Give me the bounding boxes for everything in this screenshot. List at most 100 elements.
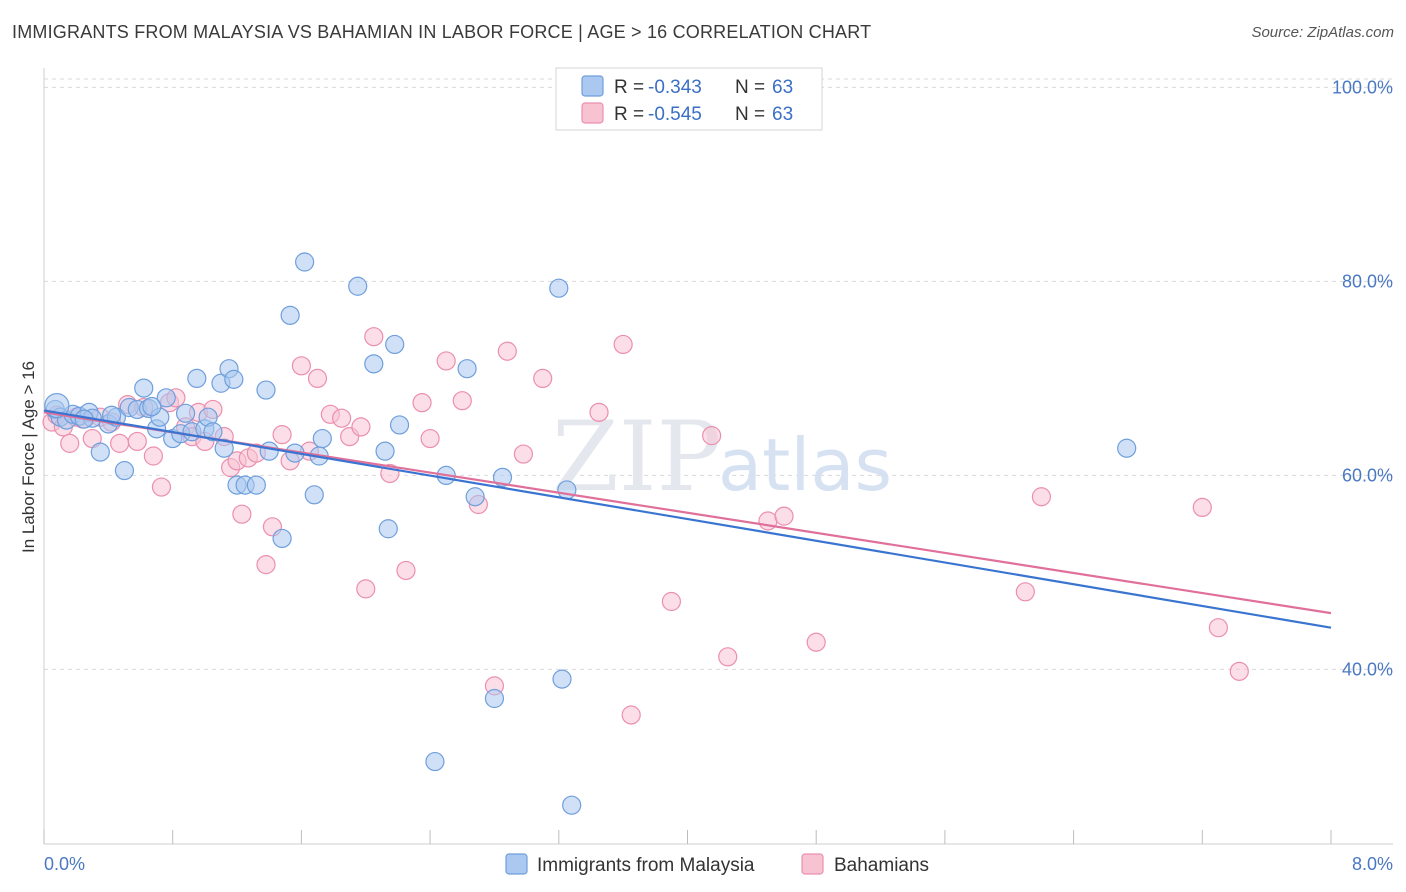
- y-tick-label-3: 100.0%: [1332, 77, 1393, 97]
- watermark-atlas: atlas: [718, 423, 892, 507]
- malaysia-point-34: [259, 441, 279, 461]
- malaysia-point-32: [246, 475, 266, 495]
- malaysia-point-41: [312, 428, 332, 449]
- malaysia-point-48: [425, 751, 445, 772]
- bahamians-point-45: [436, 351, 456, 371]
- malaysia-point-42: [348, 276, 368, 296]
- bahamians-point-25: [232, 504, 252, 524]
- y-tick-labels: 40.0% 60.0% 80.0% 100.0%: [1332, 77, 1393, 679]
- bottom-legend-swatch-pink: [801, 853, 824, 875]
- series-malaysia: [44, 252, 1137, 815]
- bottom-legend: Immigrants from Malaysia Bahamians: [505, 853, 929, 876]
- source-label: Source: ZipAtlas.com: [1251, 24, 1394, 41]
- malaysia-point-46: [385, 334, 405, 355]
- malaysia-point-29: [224, 369, 244, 389]
- malaysia-point-47: [389, 415, 410, 435]
- malaysia-point-52: [484, 688, 505, 709]
- top-legend: R = -0.343 N = 63 R = -0.545 N = 63: [555, 67, 823, 131]
- bahamians-point-46: [452, 391, 472, 411]
- malaysia-point-53: [492, 467, 513, 487]
- bahamians-point-39: [356, 579, 376, 599]
- malaysia-point-27: [214, 438, 234, 458]
- malaysia-point-25: [203, 422, 223, 442]
- y-tick-label-2: 80.0%: [1342, 271, 1393, 291]
- bahamians-point-54: [621, 705, 641, 725]
- malaysia-point-44: [375, 441, 395, 461]
- bahamians-point-40: [364, 327, 384, 347]
- bahamians-point-9: [110, 433, 130, 453]
- malaysia-point-17: [156, 388, 176, 408]
- bahamians-point-3: [60, 433, 80, 453]
- bahamians-point-64: [1208, 618, 1228, 638]
- bahamians-point-50: [513, 444, 534, 464]
- y-axis-label: In Labor Force | Age > 16: [19, 361, 38, 553]
- legend-r-label-1: R =: [614, 77, 644, 98]
- bahamians-point-56: [702, 426, 722, 446]
- bahamians-point-51: [533, 368, 553, 388]
- malaysia-point-61: [101, 405, 122, 425]
- bahamians-point-49: [497, 341, 517, 361]
- x-tick-label-0: 0.0%: [44, 854, 85, 874]
- bahamians-point-13: [143, 446, 163, 466]
- malaysia-point-35: [272, 528, 292, 549]
- malaysia-point-39: [304, 485, 324, 505]
- bahamians-point-63: [1192, 497, 1212, 518]
- bahamians-point-28: [256, 555, 276, 575]
- x-tick-label-1: 8.0%: [1352, 854, 1393, 874]
- axes: [43, 68, 1393, 845]
- legend-n-value-2: 63: [772, 104, 793, 125]
- trend-lines: [43, 409, 1332, 629]
- bahamians-point-44: [420, 428, 440, 449]
- legend-swatch-pink: [581, 102, 604, 124]
- malaysia-point-10: [114, 460, 135, 481]
- bahamians-point-42: [396, 560, 416, 581]
- malaysia-point-57: [562, 795, 582, 815]
- bahamians-point-55: [661, 591, 682, 612]
- bahamians-point-30: [272, 425, 292, 445]
- legend-n-value-1: 63: [772, 77, 793, 98]
- bottom-legend-label-2: Bahamians: [834, 855, 929, 876]
- legend-n-label-2: N =: [735, 104, 765, 125]
- bottom-legend-swatch-blue: [505, 853, 528, 875]
- legend-n-label-1: N =: [735, 77, 765, 98]
- malaysia-point-20: [175, 403, 196, 423]
- watermark: ZIP atlas: [552, 401, 892, 513]
- grid-lines: [44, 78, 1393, 670]
- malaysia-point-56: [557, 480, 577, 500]
- trend-line-malaysia: [43, 409, 1332, 629]
- malaysia-point-22: [187, 368, 207, 388]
- bahamians-point-34: [307, 368, 328, 388]
- malaysia-point-62: [142, 396, 162, 417]
- bahamians-point-36: [332, 408, 352, 428]
- malaysia-point-13: [134, 378, 154, 398]
- malaysia-point-43: [364, 354, 384, 374]
- legend-swatch-blue: [581, 75, 604, 97]
- bahamians-point-53: [613, 334, 633, 355]
- malaysia-point-54: [549, 278, 569, 298]
- y-tick-label-1: 60.0%: [1342, 465, 1393, 485]
- bahamians-point-52: [589, 402, 609, 422]
- bahamians-point-14: [151, 477, 172, 497]
- bahamians-point-43: [412, 393, 432, 413]
- bahamians-point-62: [1031, 487, 1052, 507]
- malaysia-point-45: [378, 519, 398, 539]
- legend-r-value-1: -0.343: [648, 77, 702, 98]
- y-tick-label-0: 40.0%: [1342, 659, 1393, 679]
- bahamians-point-38: [351, 417, 371, 437]
- bahamians-point-65: [1229, 661, 1249, 681]
- malaysia-point-7: [90, 442, 110, 462]
- legend-r-label-2: R =: [614, 104, 644, 125]
- bahamians-point-32: [291, 356, 311, 376]
- bahamians-point-61: [1015, 582, 1035, 602]
- malaysia-point-38: [295, 252, 315, 272]
- malaysia-point-50: [457, 359, 477, 379]
- chart-title: IMMIGRANTS FROM MALAYSIA VS BAHAMIAN IN …: [12, 22, 872, 42]
- bottom-legend-label-1: Immigrants from Malaysia: [537, 855, 755, 876]
- malaysia-point-33: [256, 380, 276, 400]
- malaysia-point-36: [280, 305, 300, 325]
- malaysia-point-58: [1117, 438, 1137, 458]
- bahamians-point-11: [127, 431, 147, 452]
- malaysia-point-51: [465, 487, 485, 507]
- watermark-zip: ZIP: [552, 401, 721, 513]
